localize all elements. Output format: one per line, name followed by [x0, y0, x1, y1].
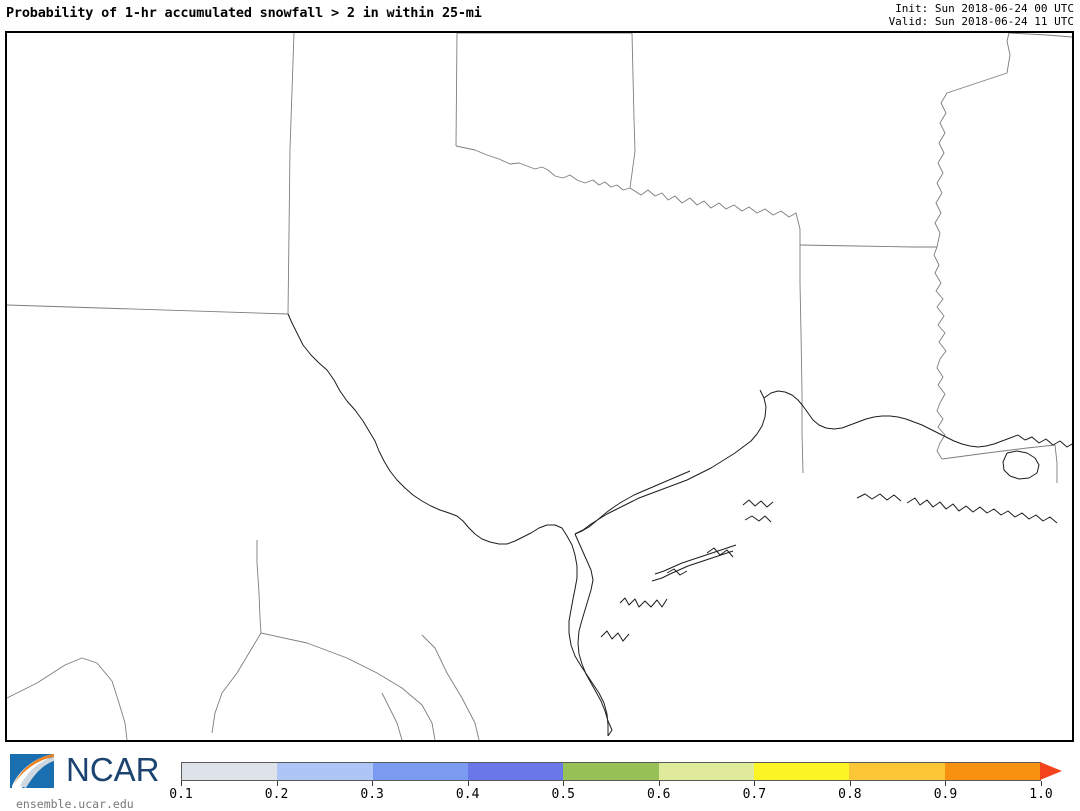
- colorbar-band: [372, 763, 468, 780]
- ncar-logo-mark: [10, 754, 54, 788]
- colorbar-tick: [1041, 781, 1042, 786]
- colorbar-tick-label: 0.9: [933, 787, 958, 802]
- colorbar-band: [563, 763, 659, 780]
- forecast-timestamps: Init: Sun 2018-06-24 00 UTC Valid: Sun 2…: [889, 2, 1074, 28]
- ncar-logo[interactable]: NCAR ensemble.ucar.edu: [8, 751, 168, 811]
- coastline-and-international-border: [287, 313, 1072, 737]
- colorbar-tick-label: 0.1: [169, 787, 193, 802]
- colorbar-band: [753, 763, 850, 780]
- colorbar-tick-label: 0.4: [455, 787, 480, 802]
- colorbar-tick-label: 0.8: [838, 787, 862, 802]
- colorbar-band: [467, 763, 564, 780]
- colorbar-band: [182, 763, 278, 780]
- colorbar-tick: [276, 781, 278, 786]
- footer: NCAR ensemble.ucar.edu 0.1 0.2 0.3 0.4 0.5 0.…: [0, 742, 1080, 811]
- colorbar-tick-label: 1.0: [1029, 787, 1053, 802]
- colorbar-tick-label: 0.6: [647, 787, 671, 802]
- colorbar-bands: [181, 762, 1041, 781]
- colorbar-band: [944, 763, 1040, 780]
- colorbar-tick: [849, 781, 851, 786]
- colorbar-tick: [658, 781, 660, 786]
- colorbar-tick: [467, 781, 469, 786]
- ncar-url-label: ensemble.ucar.edu: [16, 797, 134, 811]
- state-boundaries: [7, 33, 1072, 740]
- colorbar-tick-label: 0.5: [551, 787, 575, 802]
- valid-time-label: Valid: Sun 2018-06-24 11 UTC: [888, 15, 1074, 28]
- colorbar-band: [277, 763, 373, 780]
- colorbar-tick: [945, 781, 947, 786]
- map-canvas[interactable]: [5, 31, 1074, 742]
- colorbar-band: [658, 763, 754, 780]
- colorbar-tick-label: 0.7: [742, 787, 767, 802]
- colorbar-tick: [754, 781, 756, 786]
- colorbar-band: [849, 763, 945, 780]
- colorbar-tick-label: 0.3: [360, 787, 384, 802]
- init-time-label: Init: Sun 2018-06-24 00 UTC: [895, 2, 1074, 15]
- ncar-wordmark: NCAR: [66, 751, 160, 788]
- map-geography: [7, 33, 1072, 740]
- colorbar-tick: [563, 781, 565, 786]
- colorbar[interactable]: 0.1 0.2 0.3 0.4 0.5 0.6 0.7 0.8 0.9 1.0: [169, 762, 1071, 806]
- colorbar-extend-arrow: [1040, 762, 1062, 780]
- colorbar-tick-label: 0.2: [264, 787, 289, 802]
- colorbar-tick: [181, 781, 182, 786]
- colorbar-tick: [372, 781, 374, 786]
- page-title: Probability of 1-hr accumulated snowfall…: [6, 5, 482, 21]
